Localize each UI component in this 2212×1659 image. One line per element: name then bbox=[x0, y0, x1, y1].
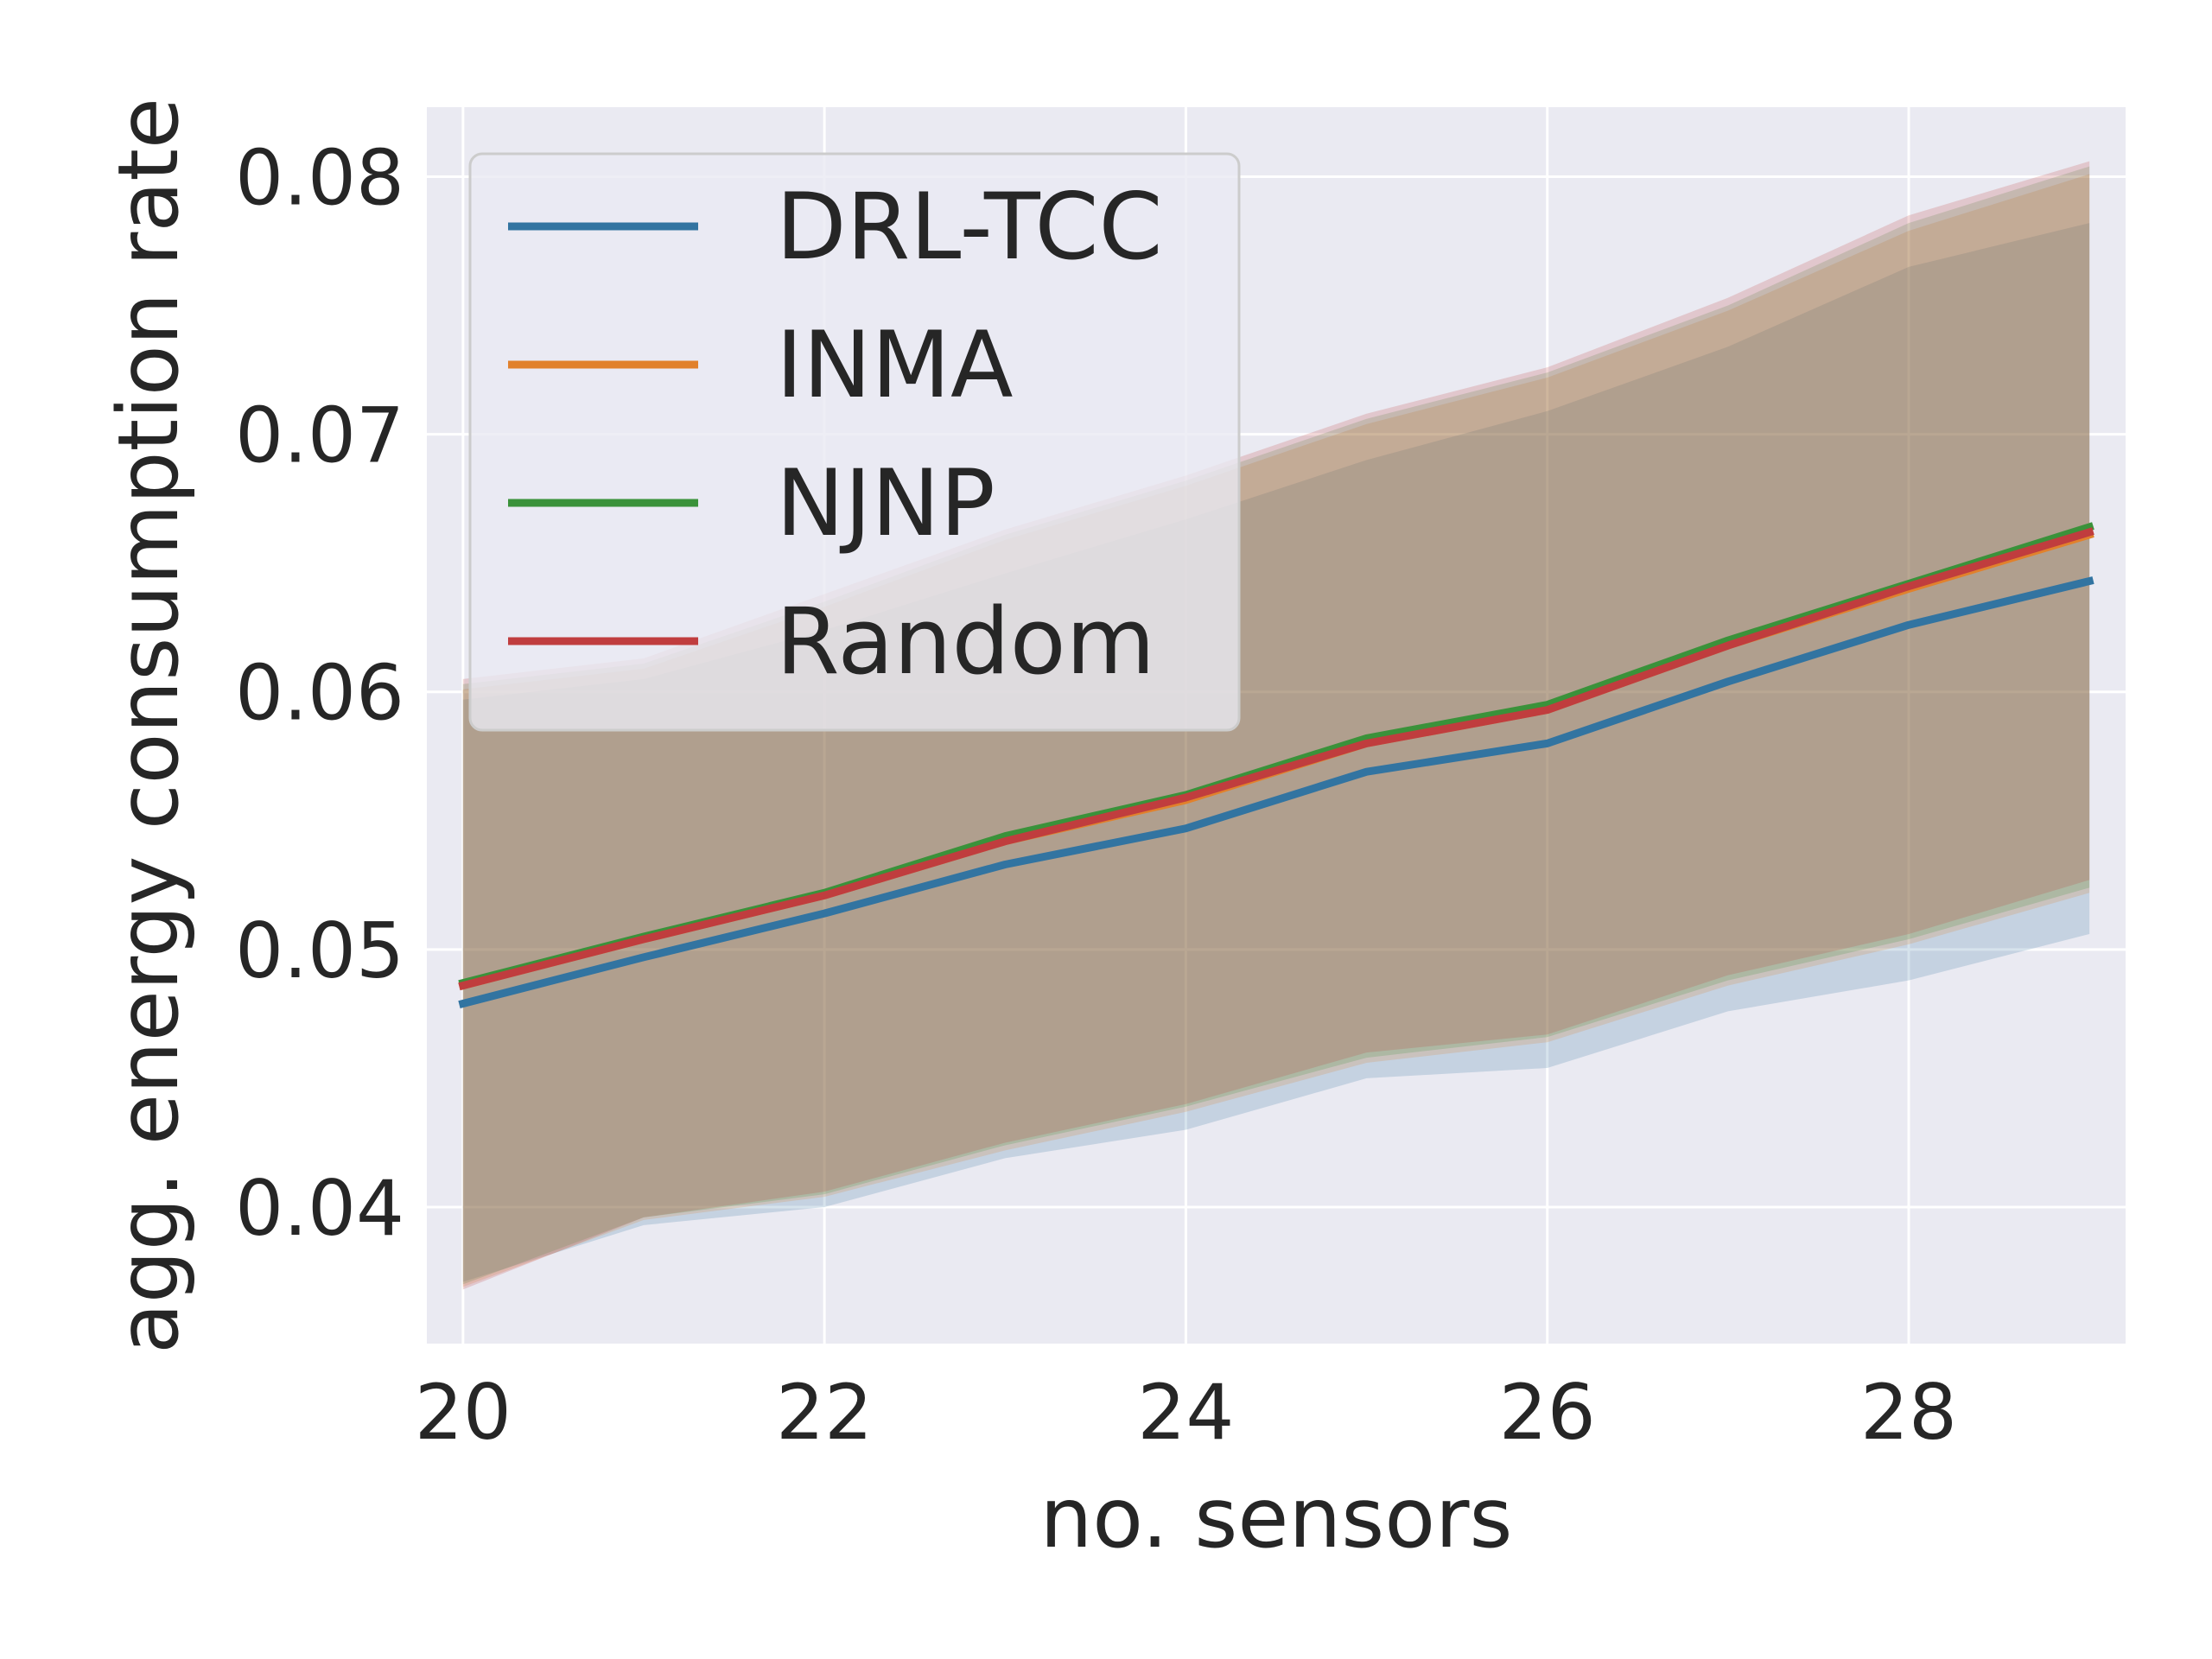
legend-frame bbox=[468, 152, 1241, 732]
y-tick-label: 0.04 bbox=[235, 1164, 404, 1253]
y-tick-label: 0.05 bbox=[235, 906, 404, 995]
band-njnp bbox=[462, 166, 2090, 1285]
y-axis-ticks: 0.04 0.05 0.06 0.07 0.08 bbox=[235, 133, 404, 1253]
y-tick-label: 0.08 bbox=[235, 133, 404, 222]
y-tick-label: 0.07 bbox=[235, 391, 404, 480]
series-lines bbox=[458, 522, 2094, 1008]
legend-label-inma: INMA bbox=[776, 312, 1014, 418]
x-axis-ticks: 20 22 24 26 28 bbox=[415, 1368, 1957, 1457]
legend-label-njnp: NJNP bbox=[776, 450, 995, 556]
legend-label-random: Random bbox=[776, 588, 1155, 695]
band-drl-tcc bbox=[462, 223, 2090, 1282]
y-axis-label: agg. energy consumption rate bbox=[100, 98, 197, 1354]
x-tick-label: 24 bbox=[1137, 1368, 1234, 1457]
legend-label-drl-tcc: DRL-TCC bbox=[776, 174, 1163, 280]
x-axis-label: no. sensors bbox=[1039, 1470, 1512, 1567]
x-tick-label: 22 bbox=[776, 1368, 873, 1457]
x-tick-label: 20 bbox=[415, 1368, 512, 1457]
band-inma bbox=[462, 174, 2090, 1287]
line-random bbox=[458, 527, 2094, 991]
confidence-bands bbox=[462, 161, 2090, 1290]
x-tick-label: 26 bbox=[1499, 1368, 1596, 1457]
band-random bbox=[462, 161, 2090, 1290]
line-drl-tcc bbox=[458, 576, 2094, 1008]
legend: DRL-TCC INMA NJNP Random bbox=[468, 152, 1241, 732]
x-tick-label: 28 bbox=[1860, 1368, 1957, 1457]
y-tick-label: 0.06 bbox=[235, 649, 404, 738]
